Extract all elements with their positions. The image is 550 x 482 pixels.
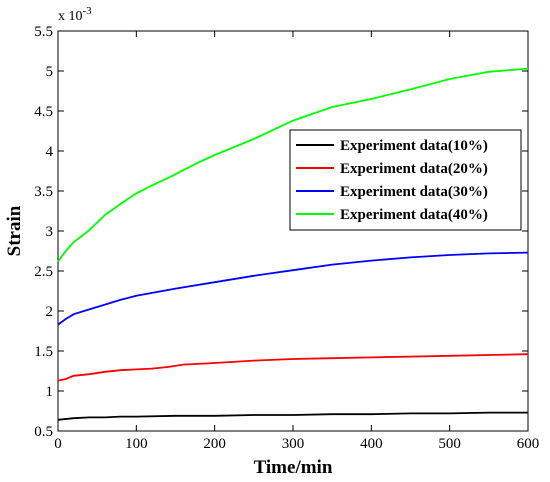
y-tick-label: 4 [46, 144, 54, 160]
y-tick-label: 2.5 [34, 264, 53, 280]
legend-label: Experiment data(20%) [340, 161, 488, 177]
x-tick-label: 400 [360, 436, 383, 452]
y-tick-label: 4.5 [34, 104, 53, 120]
legend-label: Experiment data(30%) [340, 184, 488, 200]
x-tick-label: 600 [517, 436, 540, 452]
y-tick-label: 3 [46, 224, 54, 240]
legend-label: Experiment data(10%) [340, 138, 488, 154]
series-line-3 [57, 251, 529, 326]
y-multiplier-base: x 10 [58, 9, 83, 24]
y-tick-label: 1 [46, 384, 54, 400]
y-tick-label: 2 [46, 304, 54, 320]
series-line-2 [57, 353, 529, 382]
x-tick-label: 300 [282, 436, 305, 452]
legend-label: Experiment data(40%) [340, 207, 488, 223]
x-axis-title: Time/min [254, 457, 333, 478]
legend: Experiment data(10%) Experiment data(20%)… [289, 129, 522, 231]
axis-ticks: 0 100 200 300 400 500 600 0.5 1 1.5 2 2.5 3 3.5 4 4.5 5 5… [34, 24, 539, 452]
y-tick-label: 1.5 [34, 344, 53, 360]
series-lines [57, 67, 529, 421]
series-line-1 [57, 411, 528, 421]
y-tick-label: 5 [46, 64, 54, 80]
y-tick-label: 5.5 [34, 24, 53, 40]
x-tick-label: 200 [203, 436, 226, 452]
x-tick-label: 100 [125, 436, 148, 452]
y-multiplier-exponent: -3 [83, 5, 93, 17]
plot-area [57, 30, 529, 432]
series-line-4 [57, 67, 529, 262]
y-axis-title: Strain [4, 205, 25, 256]
x-tick-label: 500 [438, 436, 461, 452]
y-tick-label: 0.5 [34, 424, 53, 440]
y-multiplier: x 10-3 [58, 5, 92, 24]
x-tick-label: 0 [54, 436, 62, 452]
y-tick-label: 3.5 [34, 184, 53, 200]
